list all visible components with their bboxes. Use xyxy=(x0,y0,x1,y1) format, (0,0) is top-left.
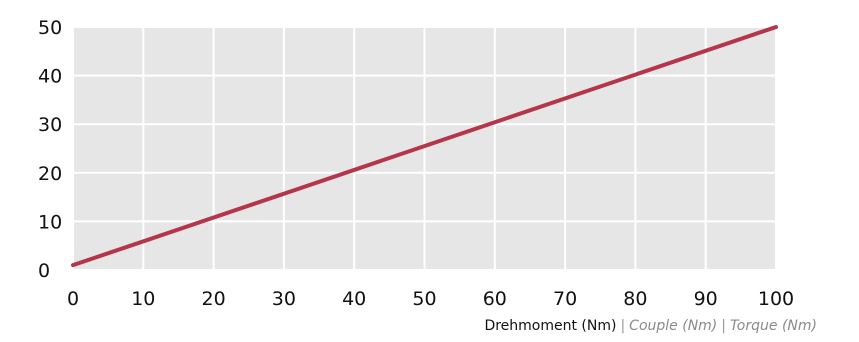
y-tick-label-30: 30 xyxy=(38,114,62,136)
x-tick-label-20: 20 xyxy=(202,288,226,310)
x-axis-label-separator-2: | xyxy=(721,318,726,334)
x-axis-label-de: Drehmoment (Nm) xyxy=(484,318,617,334)
x-axis-label-fr: Couple (Nm) xyxy=(629,318,718,334)
x-axis-label-separator-1: | xyxy=(620,318,626,334)
x-tick-label-60: 60 xyxy=(483,288,507,310)
y-tick-label-0: 0 xyxy=(38,260,50,282)
y-tick-label-50: 50 xyxy=(38,17,62,39)
x-axis-label-en: Torque (Nm) xyxy=(729,318,817,334)
y-tick-label-10: 10 xyxy=(38,211,62,233)
x-tick-label-70: 70 xyxy=(553,288,577,310)
x-axis-label: Drehmoment (Nm) | Couple (Nm) | Torque (Nm) xyxy=(484,318,817,334)
x-tick-label-40: 40 xyxy=(342,288,366,310)
y-tick-label-20: 20 xyxy=(38,163,62,185)
x-tick-label-30: 30 xyxy=(272,288,296,310)
x-tick-label-10: 10 xyxy=(131,288,155,310)
gridlines xyxy=(72,26,777,271)
x-tick-label-50: 50 xyxy=(412,288,436,310)
series-group xyxy=(71,25,778,268)
x-tick-label-90: 90 xyxy=(694,288,718,310)
series-line-0 xyxy=(71,25,778,268)
y-tick-label-40: 40 xyxy=(38,66,62,88)
x-tick-label-0: 0 xyxy=(67,288,79,310)
x-tick-label-80: 80 xyxy=(623,288,647,310)
x-tick-label-100: 100 xyxy=(758,288,794,310)
x-tick-labels: 0 10 20 30 40 50 60 70 80 90 100 xyxy=(67,288,794,310)
y-tick-labels: 0 10 20 30 40 50 xyxy=(38,17,62,282)
